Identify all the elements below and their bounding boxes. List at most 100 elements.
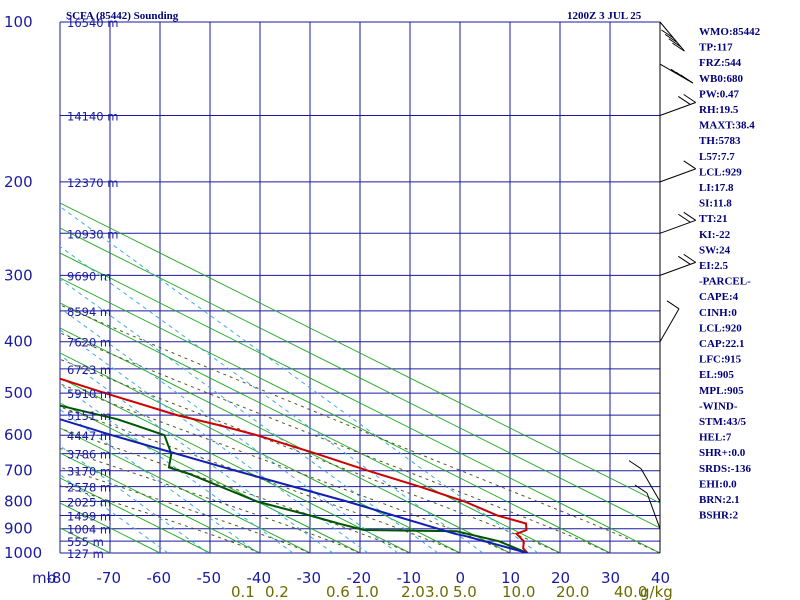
index-entry: LI:17.8 <box>699 182 734 194</box>
mixing-ratio-labels: 0.1 0.2 0.6 1.0 2.0 3.0 5.0 10.0 20.0 40.0g/kg <box>231 583 673 600</box>
profile-lines <box>60 377 529 553</box>
index-entry: KI:-22 <box>699 229 731 241</box>
index-entry: EL:905 <box>699 369 734 381</box>
height-label: 4447 m <box>67 429 111 443</box>
temperature-tick-label: -40 <box>247 569 272 587</box>
pressure-tick-label: 700 <box>4 462 33 480</box>
index-entry: -WIND- <box>699 400 738 412</box>
index-entry: TT:21 <box>699 213 728 225</box>
temperature-tick-label: -20 <box>347 569 372 587</box>
height-label: 2025 m <box>67 496 111 510</box>
mixing-ratio-label: 1.0 <box>355 583 379 600</box>
pressure-gridlines <box>60 21 660 554</box>
wind-barb-flag <box>672 42 685 52</box>
height-label: 8594 m <box>67 305 111 319</box>
isotherm-line <box>60 252 660 553</box>
height-label: 3786 m <box>67 448 111 462</box>
wind-barb-staff <box>659 308 680 342</box>
wind-barb-flag <box>634 484 648 494</box>
wind-barb-flag <box>683 211 696 221</box>
isotherm-line <box>60 377 411 553</box>
wind-barb-flag <box>661 29 674 39</box>
wind-barb-flag <box>664 33 678 43</box>
isotherm-line <box>60 352 461 553</box>
stability-indices-panel: WMO:85442 TP:117 FRZ:544 WB0:680 PW:0.47 RH:1… <box>699 26 761 522</box>
mixing-ratio-line <box>60 245 484 553</box>
wind-barbs <box>628 21 696 553</box>
temperature-tick-label: 30 <box>601 569 620 587</box>
temperature-tick-label: -60 <box>147 569 172 587</box>
index-entry: MAXT:38.4 <box>699 120 755 132</box>
pressure-tick-label: 300 <box>4 266 33 284</box>
pressure-tick-label: 400 <box>4 333 33 351</box>
moist-adiabat-line <box>60 358 561 553</box>
parcel-profile-line <box>60 418 528 553</box>
wind-barb-flag <box>628 460 642 470</box>
mixing-ratio-label: 20.0 <box>556 583 589 600</box>
index-entry: EHI:0.0 <box>699 478 737 490</box>
index-entry: LCL:920 <box>699 322 742 334</box>
temperature-tick-label: 10 <box>501 569 520 587</box>
temperature-tick-label: -80 <box>47 569 72 587</box>
pressure-tick-label: 500 <box>4 384 33 402</box>
index-entry: SI:11.8 <box>699 198 732 210</box>
height-label: 1499 m <box>67 510 111 524</box>
height-label: 9690 m <box>67 269 111 283</box>
index-entry: MPL:905 <box>699 385 744 397</box>
index-entry: WB0:680 <box>699 73 744 85</box>
index-entry: PW:0.47 <box>699 88 740 100</box>
index-entry: LCL:929 <box>699 166 742 178</box>
wind-barb-flag <box>668 38 682 48</box>
index-entry: STM:43/5 <box>699 416 747 428</box>
temperature-tick-label: 0 <box>456 569 466 587</box>
height-label: 7620 m <box>67 336 111 350</box>
temperature-tick-label: -50 <box>197 569 222 587</box>
index-entry: HEL:7 <box>699 432 732 444</box>
isotherm-line <box>60 427 311 553</box>
height-label: 3170 m <box>67 465 111 479</box>
height-label: 10930 m <box>67 227 118 241</box>
height-label: 6723 m <box>67 363 111 377</box>
wind-barb-flag <box>683 253 696 263</box>
index-entry: SW:24 <box>699 244 731 256</box>
moist-adiabat-line <box>60 332 611 553</box>
mixing-ratio-label: 0.6 <box>326 583 350 600</box>
height-label: 5151 m <box>67 409 111 423</box>
wind-barb <box>659 94 696 116</box>
mixing-ratio-label: 5.0 <box>453 583 477 600</box>
wind-barb <box>634 484 661 529</box>
mixing-ratio-line <box>60 307 399 553</box>
mixing-ratio-label: 10.0 <box>502 583 535 600</box>
isotherm-line <box>60 452 261 553</box>
temperature-axis-labels: -80 -70 -60 -50 -40 -30 -20 -10 0 10 20 30 40 <box>47 569 671 587</box>
pressure-tick-label: 200 <box>4 173 33 191</box>
isotherm-line <box>60 277 611 553</box>
wind-barb <box>659 63 694 84</box>
mixing-ratio-line <box>60 206 539 553</box>
wind-barb <box>628 460 661 502</box>
wind-barb <box>659 160 696 183</box>
pressure-axis-labels: 100 200 300 400 500 600 700 800 900 1000 <box>4 13 42 562</box>
index-entry: FRZ:544 <box>699 57 742 69</box>
wind-barb-flag <box>683 94 696 103</box>
height-label: 5910 m <box>67 387 111 401</box>
height-label: 1004 m <box>67 523 111 537</box>
mixing-ratio-label: 40.0 <box>614 583 647 600</box>
pressure-unit-label: mb <box>32 569 56 587</box>
height-label: 14140 m <box>67 110 118 124</box>
height-label: 2578 m <box>67 481 111 495</box>
pressure-tick-label: 800 <box>4 493 33 511</box>
isotherm-line <box>60 202 660 504</box>
height-label: 127 m <box>67 547 104 561</box>
wind-barb-flag <box>678 213 691 223</box>
index-entry: TP:117 <box>699 42 733 54</box>
wind-barb-staff <box>646 492 661 529</box>
height-label: 555 m <box>67 535 104 549</box>
wind-barb <box>659 253 696 276</box>
wind-barb <box>659 300 680 342</box>
mixing-ratio-lines <box>60 206 539 553</box>
pressure-tick-label: 900 <box>4 520 33 538</box>
index-entry: SRDS:-136 <box>699 463 751 475</box>
